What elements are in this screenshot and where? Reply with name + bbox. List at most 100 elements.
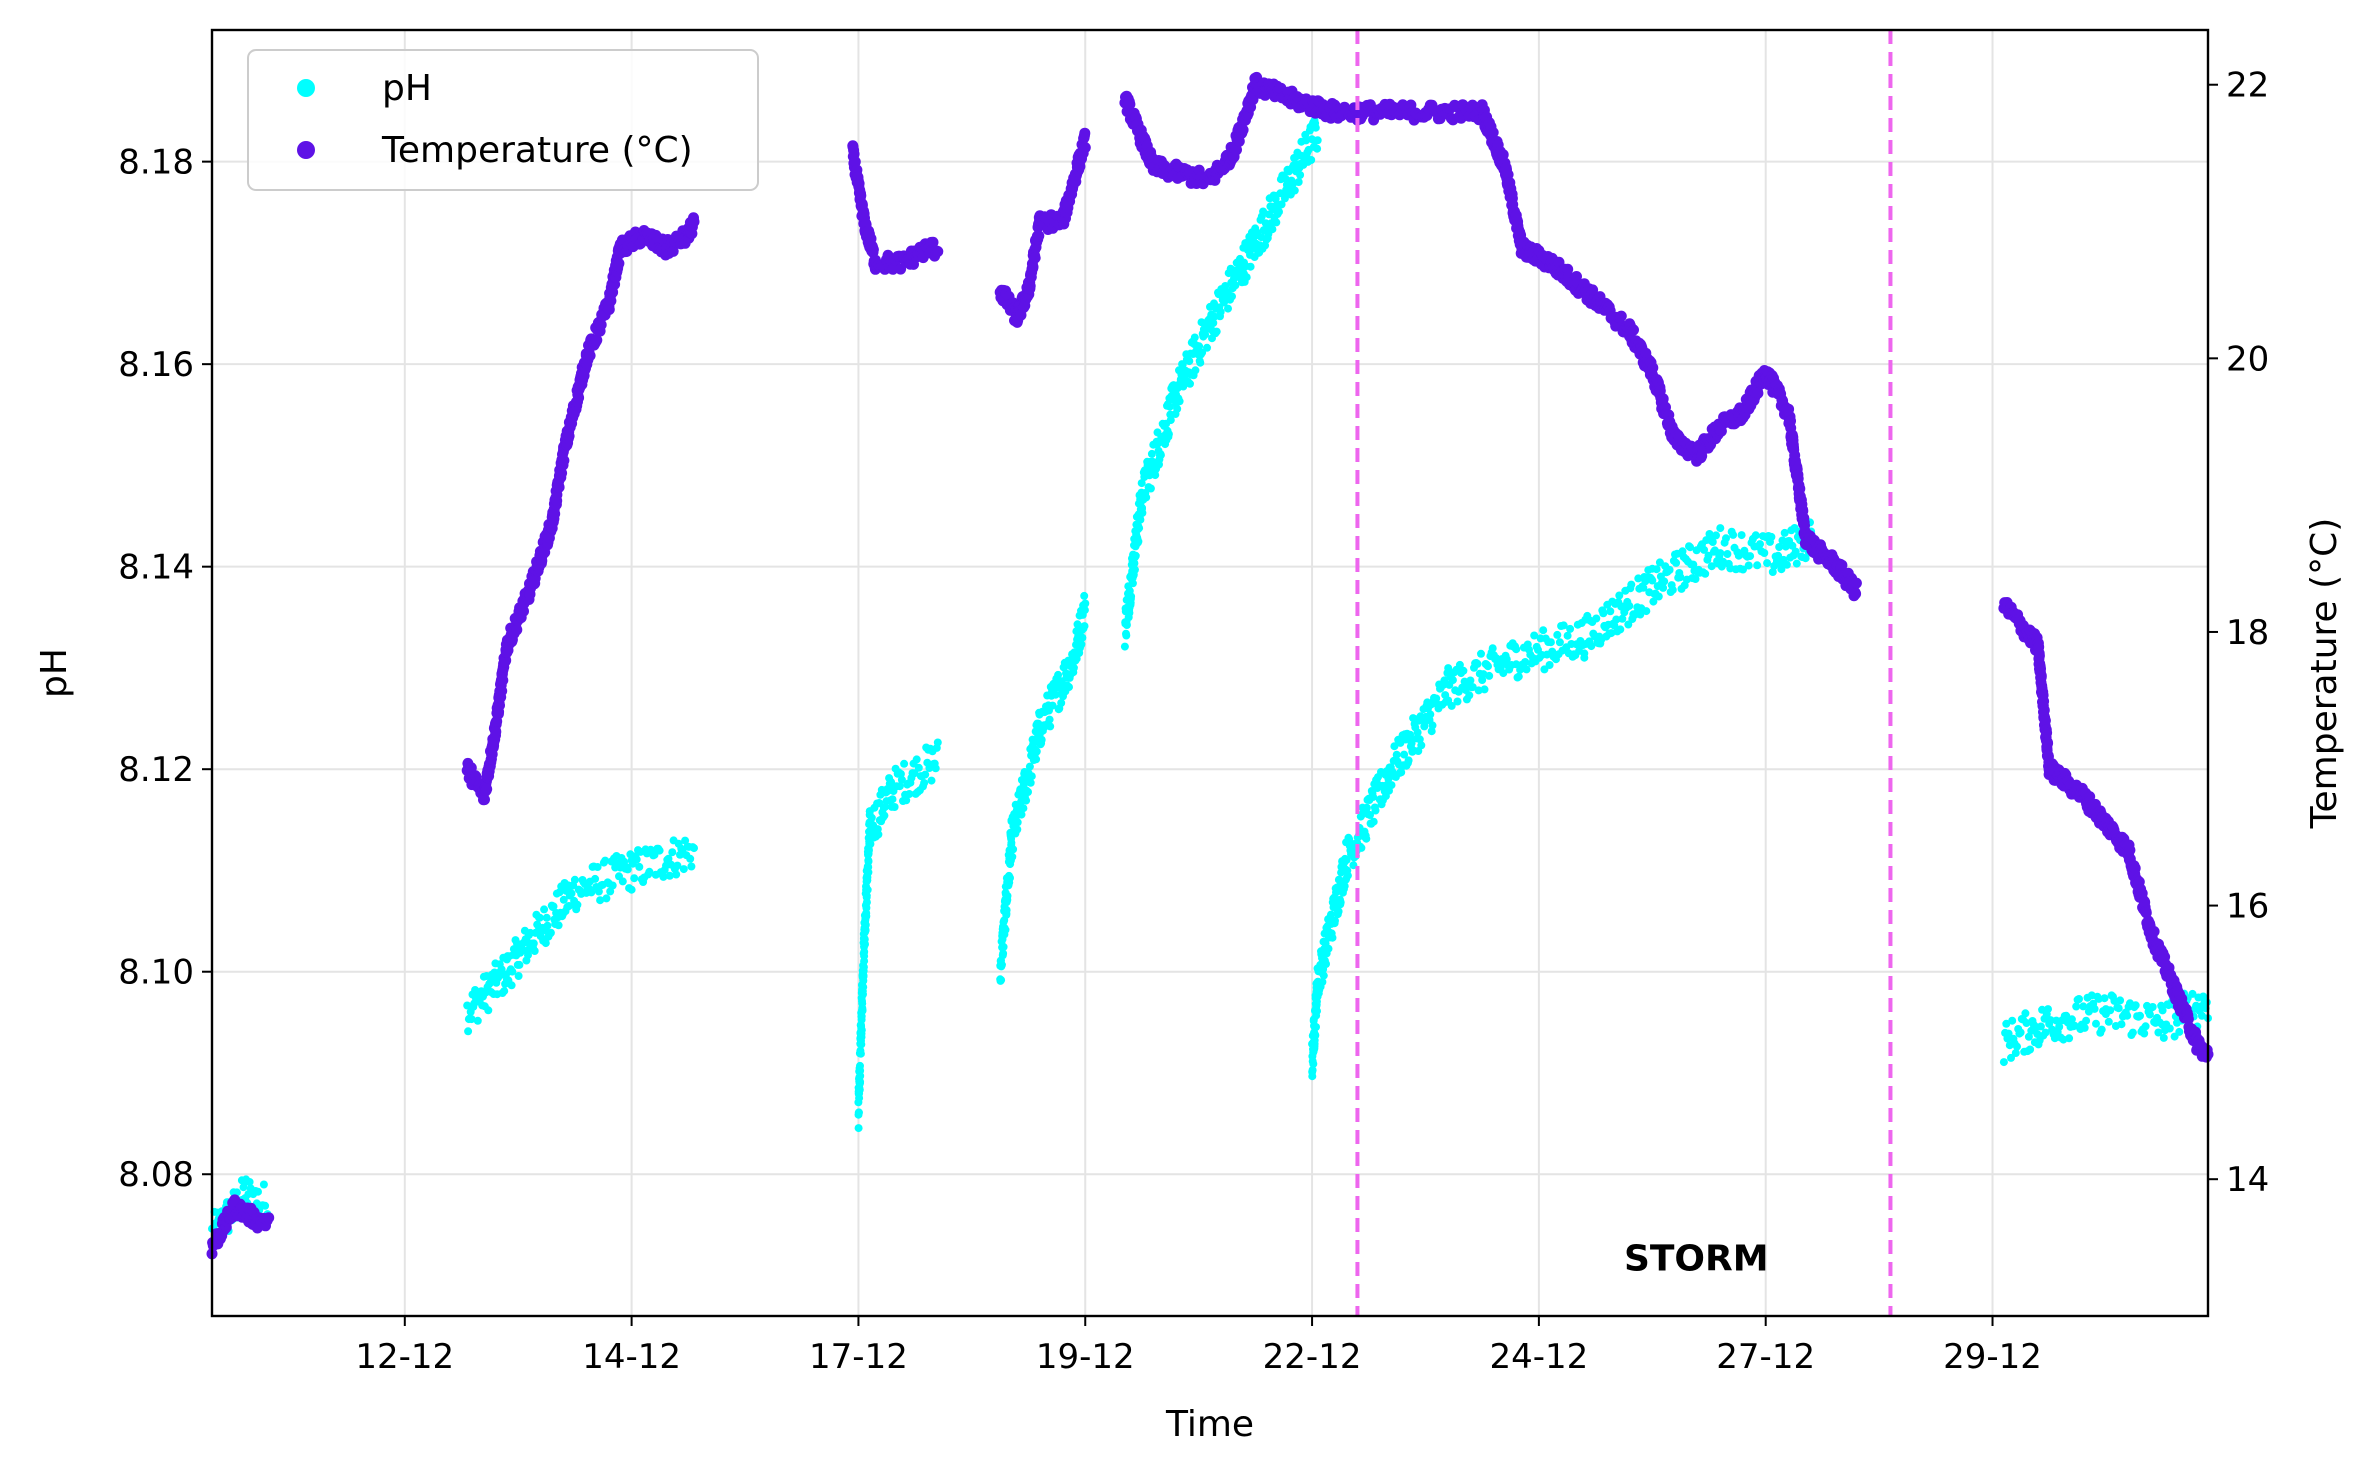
data-point	[567, 889, 576, 898]
data-point	[603, 304, 615, 315]
data-point	[1636, 610, 1645, 619]
data-point	[668, 848, 677, 857]
data-point	[857, 1040, 866, 1049]
data-point	[1033, 230, 1045, 242]
data-point	[681, 836, 690, 845]
data-point	[673, 861, 682, 870]
data-point	[1657, 393, 1669, 405]
data-point	[1453, 697, 1462, 706]
data-point	[1539, 626, 1548, 635]
y-axis-right-label: Temperature (°C)	[2304, 518, 2345, 830]
data-point	[540, 905, 549, 914]
y-left-tick-label: 8.18	[118, 143, 194, 183]
data-point	[859, 983, 868, 992]
data-point	[2123, 1011, 2132, 1020]
data-point	[664, 854, 673, 863]
data-point	[1999, 1058, 2008, 1067]
data-point	[1127, 592, 1136, 601]
data-point	[1290, 186, 1299, 195]
data-point	[2148, 926, 2160, 937]
data-point	[1327, 910, 1335, 919]
data-point	[1465, 691, 1474, 700]
data-point	[864, 868, 873, 877]
data-point	[1156, 451, 1165, 460]
data-point	[2067, 1015, 2076, 1024]
data-point	[912, 755, 921, 764]
data-point	[1151, 471, 1160, 480]
storm-annotation: STORM	[1624, 1238, 1769, 1279]
data-point	[1313, 1007, 1321, 1016]
data-point	[2026, 1045, 2035, 1054]
data-point	[524, 951, 532, 960]
data-point	[1587, 642, 1596, 651]
data-point	[1272, 218, 1281, 227]
data-point	[1592, 614, 1601, 623]
data-point	[1308, 1066, 1317, 1075]
data-point	[1271, 195, 1280, 203]
data-point	[2140, 1029, 2149, 1038]
x-tick-label: 27-12	[1716, 1337, 1815, 1377]
data-point	[1788, 541, 1797, 550]
data-point	[2198, 1011, 2206, 1020]
data-point	[542, 913, 551, 922]
data-point	[672, 870, 681, 879]
data-point	[1046, 722, 1055, 731]
data-point	[1767, 532, 1776, 541]
data-point	[591, 334, 603, 346]
data-point	[1705, 530, 1714, 538]
data-point	[2136, 1011, 2144, 1020]
data-point	[497, 965, 506, 974]
data-point	[927, 776, 936, 785]
data-point	[511, 624, 523, 636]
data-point	[1625, 601, 1634, 610]
data-point	[1077, 640, 1086, 649]
data-point	[1654, 592, 1663, 601]
data-point	[549, 902, 558, 911]
data-point	[2072, 1002, 2081, 1011]
series-temperature	[206, 71, 2214, 1260]
data-point	[1190, 333, 1199, 342]
data-point	[1587, 284, 1599, 296]
data-point	[1756, 540, 1764, 549]
data-point	[1220, 298, 1228, 307]
data-point	[880, 811, 889, 820]
y-right-tick-label: 16	[2226, 887, 2269, 927]
data-point	[1349, 861, 1358, 870]
data-point	[1135, 524, 1144, 533]
data-point	[854, 1108, 863, 1117]
data-point	[2055, 1022, 2064, 1031]
data-point	[1480, 685, 1489, 694]
data-point	[2129, 862, 2141, 874]
data-point	[1212, 327, 1221, 336]
data-point	[866, 840, 875, 848]
data-point	[546, 928, 555, 937]
y-left-tick-label: 8.10	[118, 953, 194, 993]
data-point	[932, 246, 944, 257]
data-point	[856, 1049, 865, 1058]
data-point	[1136, 515, 1145, 524]
data-point	[1003, 891, 1012, 900]
data-point	[1455, 660, 1464, 669]
data-point	[1763, 559, 1772, 568]
data-point	[2100, 994, 2109, 1003]
data-point	[573, 392, 585, 404]
data-point	[467, 1015, 476, 1024]
data-point	[1791, 547, 1800, 556]
data-point	[1196, 358, 1205, 367]
data-point	[1775, 543, 1784, 551]
data-point	[549, 508, 561, 520]
data-point	[2004, 1029, 2013, 1038]
data-point	[2116, 996, 2125, 1005]
data-point	[857, 1026, 866, 1035]
data-point	[2090, 1004, 2099, 1013]
data-point	[1768, 568, 1777, 576]
data-point	[1612, 615, 1621, 624]
data-point	[1751, 531, 1760, 540]
y-left-tick-label: 8.14	[118, 548, 194, 588]
data-point	[1426, 710, 1435, 719]
data-point	[535, 913, 544, 922]
data-point	[1497, 662, 1505, 671]
data-point	[1122, 631, 1131, 640]
data-point	[1342, 855, 1351, 864]
data-point	[1691, 575, 1700, 583]
